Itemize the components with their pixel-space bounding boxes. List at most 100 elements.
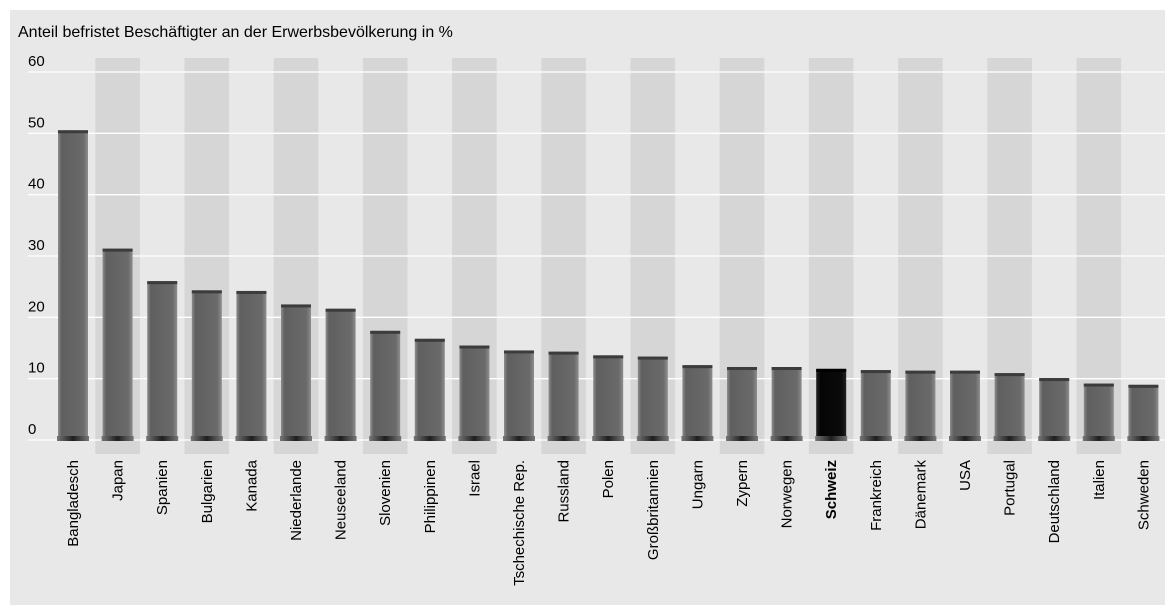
bar-top-edge: [593, 355, 624, 359]
bar-base: [1038, 436, 1071, 441]
bar-body: [414, 338, 445, 440]
x-category-label: Slovenien: [377, 460, 394, 526]
y-tick-label: 30: [28, 237, 45, 254]
y-tick-label: 60: [28, 53, 45, 70]
bar-body: [102, 248, 133, 440]
bar: [547, 351, 580, 441]
bar-top-edge: [147, 281, 178, 285]
bar-base: [547, 436, 580, 441]
bar-top-edge: [860, 370, 891, 374]
bar-body: [459, 345, 490, 440]
bar: [280, 304, 312, 441]
bar: [190, 290, 223, 441]
bar-body: [950, 370, 980, 440]
x-category-label: Zypern: [734, 460, 751, 507]
bar-base: [726, 436, 758, 441]
bar-base: [101, 436, 134, 441]
bar-top-edge: [994, 373, 1025, 377]
x-category-label: USA: [957, 460, 974, 491]
bar-top-edge: [682, 365, 713, 369]
bar-body: [370, 330, 401, 440]
bar: [815, 368, 848, 441]
bar: [681, 365, 714, 441]
bar-base: [280, 436, 312, 441]
bar: [904, 370, 937, 441]
bar-top-edge: [1039, 378, 1070, 382]
bar-top-edge: [950, 370, 980, 374]
bar-base: [592, 436, 625, 441]
x-category-label: Neuseeland: [333, 460, 350, 540]
x-category-label: Ungarn: [689, 460, 706, 509]
bar-body: [1083, 383, 1114, 440]
bar-top-edge: [191, 290, 222, 294]
bar-base: [57, 436, 89, 441]
bar-body: [1128, 384, 1159, 440]
bar-base: [503, 436, 535, 441]
bar-body: [548, 351, 579, 440]
x-category-label: Israel: [466, 460, 483, 497]
x-category-label: Bangladesch: [65, 460, 82, 547]
bar-body: [994, 373, 1025, 440]
y-tick-label: 40: [28, 176, 45, 193]
bar-base: [904, 436, 937, 441]
bar: [770, 367, 803, 441]
bar: [859, 370, 892, 441]
bar: [726, 367, 758, 441]
bar-top-edge: [281, 304, 311, 308]
bar-top-edge: [1128, 384, 1159, 388]
bar-base: [324, 436, 357, 441]
bar-base: [1127, 436, 1160, 441]
x-category-label: Spanien: [154, 460, 171, 515]
bar: [413, 338, 446, 441]
bar-top-edge: [102, 248, 133, 252]
bar: [592, 355, 625, 441]
bar-base: [949, 436, 981, 441]
bar: [1082, 383, 1115, 441]
bar-base: [993, 436, 1026, 441]
bar-base: [369, 436, 402, 441]
bar-top-edge: [548, 351, 579, 355]
bar-top-edge: [236, 290, 267, 294]
bar-body: [504, 350, 534, 440]
bar: [636, 356, 669, 441]
bar-body: [682, 365, 713, 440]
bar-body: [281, 304, 311, 440]
bar-top-edge: [58, 130, 88, 134]
bar-top-edge: [414, 338, 445, 342]
bar-base: [1082, 436, 1115, 441]
y-tick-label: 10: [28, 360, 45, 377]
bar-top-edge: [637, 356, 668, 360]
x-category-label: Norwegen: [779, 460, 796, 528]
bar-top-edge: [1083, 383, 1114, 387]
bar: [369, 330, 402, 441]
x-category-label: Schweiz: [823, 460, 840, 519]
bar-base: [636, 436, 669, 441]
bar-base: [190, 436, 223, 441]
x-category-label: Japan: [110, 460, 127, 501]
x-category-label: Tschechische Rep.: [511, 460, 528, 586]
bar: [146, 281, 179, 441]
bar: [503, 350, 535, 441]
y-tick-label: 20: [28, 298, 45, 315]
x-category-label: Deutschland: [1046, 460, 1063, 543]
bar-body: [58, 130, 88, 440]
bar-base: [413, 436, 446, 441]
x-category-label: Kanada: [243, 459, 260, 511]
bar-body: [860, 370, 891, 440]
x-category-label: Italien: [1091, 460, 1108, 500]
bar-body: [771, 367, 802, 440]
bar: [1038, 378, 1071, 441]
bar: [57, 130, 89, 441]
bar-top-edge: [459, 345, 490, 349]
x-category-label: Russland: [556, 460, 573, 523]
x-category-label: Polen: [600, 460, 617, 498]
bar: [1127, 384, 1160, 441]
bar-top-edge: [504, 350, 534, 354]
bar-base: [859, 436, 892, 441]
bar-body: [236, 290, 267, 440]
x-category-label: Schweden: [1135, 460, 1152, 530]
bar-body: [147, 281, 178, 440]
bar: [324, 308, 357, 441]
bar-body: [727, 367, 757, 440]
